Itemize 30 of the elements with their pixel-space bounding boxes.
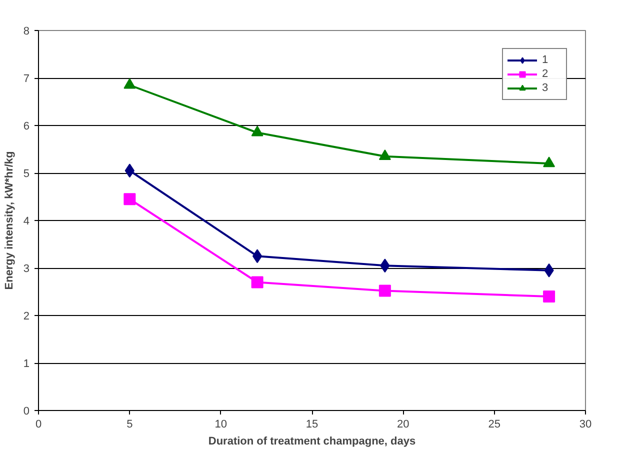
- y-tick-label: 2: [23, 310, 30, 322]
- point: [251, 126, 264, 136]
- x-tick-label: 5: [126, 418, 133, 430]
- x-tick-label: 15: [306, 418, 318, 430]
- y-axis-title: Energy intensity, kW*hr/kg: [3, 151, 16, 290]
- y-tick-label: 1: [23, 358, 30, 370]
- y-tick-label: 0: [23, 406, 30, 418]
- x-tick-label: 0: [35, 418, 42, 430]
- point: [378, 284, 391, 297]
- x-tick-label: 25: [488, 418, 500, 430]
- point: [252, 249, 262, 264]
- y-tick-label: 8: [23, 26, 30, 38]
- x-tick-label: 20: [397, 418, 410, 430]
- point: [124, 193, 136, 206]
- point: [543, 290, 556, 302]
- point: [124, 78, 136, 89]
- y-tick-label: 5: [23, 168, 30, 180]
- x-axis-title: Duration of treatment champagne, days: [208, 436, 416, 448]
- y-tick-label: 7: [23, 73, 30, 85]
- x-tick-label: 30: [579, 418, 592, 430]
- legend-label: 3: [542, 81, 550, 95]
- y-tick-label: 4: [23, 216, 30, 228]
- legend-label: 1: [542, 53, 550, 67]
- point: [378, 150, 391, 160]
- y-tick-label: 6: [23, 120, 30, 132]
- legend-label: 2: [542, 67, 550, 81]
- point: [251, 276, 264, 288]
- x-tick-label: 10: [214, 418, 227, 430]
- point: [543, 156, 556, 168]
- y-tick-label: 3: [23, 263, 30, 275]
